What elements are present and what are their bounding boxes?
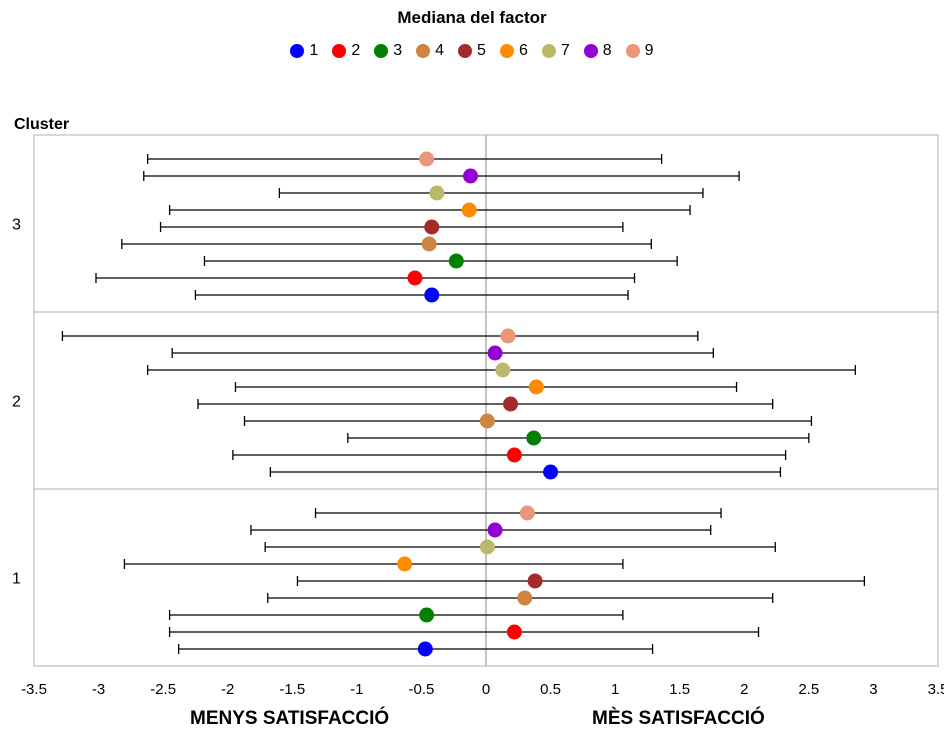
legend-dot-8 [583,44,598,58]
legend-item-8: 8 [583,42,612,60]
median-point-c1-f1 [417,641,433,657]
median-point-c2-f8 [487,345,503,361]
legend-item-5: 5 [458,42,486,60]
x-tick-label: -3 [92,681,105,698]
median-point-c3-f9 [419,151,435,167]
legend-dot-2 [332,44,347,58]
median-point-c3-f6 [461,202,477,218]
x-tick-label: -2 [221,681,234,698]
legend-dot-3 [374,44,389,58]
median-point-c3-f2 [407,270,423,286]
cluster-label-3: 3 [12,217,21,234]
x-tick-label: 3.5 [928,681,944,698]
x-tick-label: 1.5 [669,681,690,698]
legend-label-5: 5 [477,42,486,59]
median-point-c1-f2 [506,624,522,640]
legend-label-7: 7 [560,42,570,59]
median-point-c3-f3 [448,253,464,269]
y-axis-heading: Cluster [14,116,70,133]
legend-label-2: 2 [351,42,361,59]
legend-item-3: 3 [374,42,402,60]
median-point-c1-f5 [527,573,543,589]
median-point-c2-f5 [503,396,519,412]
median-point-c1-f3 [419,607,435,623]
legend-item-6: 6 [499,42,528,60]
legend-label-1: 1 [309,42,319,59]
legend: 1 2 3 4 5 6 7 8 9 [0,42,944,60]
median-point-c2-f2 [506,447,522,463]
legend-dot-9 [625,44,640,58]
legend-label-9: 9 [644,42,654,59]
legend-item-7: 7 [541,42,570,60]
x-tick-label: -0.5 [408,681,434,698]
x-tick-label: 3 [869,681,877,698]
legend-label-8: 8 [602,42,612,59]
median-point-c2-f3 [526,430,542,446]
legend-dot-6 [499,44,514,58]
median-point-c1-f8 [487,522,503,538]
median-point-c2-f7 [495,362,511,378]
legend-dot-1 [290,44,305,58]
x-tick-label: 0.5 [540,681,561,698]
x-tick-label: -1 [350,681,363,698]
x-tick-label: 2.5 [798,681,819,698]
legend-title: Mediana del factor [397,8,547,27]
median-point-c2-f4 [479,413,495,429]
legend-item-9: 9 [625,42,654,60]
x-tick-label: -2.5 [150,681,176,698]
x-tick-label: 1 [611,681,619,698]
x-axis-left-label: MENYS SATISFACCIÓ [190,708,390,729]
median-point-c3-f1 [424,287,440,303]
legend-label-3: 3 [393,42,403,59]
x-tick-label: -1.5 [279,681,305,698]
median-point-c3-f5 [424,219,440,235]
legend-label-6: 6 [518,42,528,59]
median-point-c3-f4 [421,236,437,252]
cluster-label-1: 1 [12,571,21,588]
median-point-c1-f9 [519,505,535,521]
x-axis-right-label: MÈS SATISFACCIÓ [592,708,765,729]
x-tick-label: -3.5 [21,681,47,698]
median-point-c2-f1 [543,464,559,480]
median-point-c2-f9 [500,328,516,344]
median-point-c1-f7 [479,539,495,555]
median-point-c3-f7 [429,185,445,201]
median-point-c2-f6 [528,379,544,395]
x-tick-label: 2 [740,681,748,698]
cluster-label-2: 2 [12,394,21,411]
median-point-c1-f6 [397,556,413,572]
legend-dot-5 [458,44,473,58]
legend-item-2: 2 [332,42,360,60]
legend-item-4: 4 [416,42,444,60]
median-point-c3-f8 [463,168,479,184]
legend-item-1: 1 [290,42,318,60]
median-point-c1-f4 [517,590,533,606]
legend-dot-7 [541,44,556,58]
legend-label-4: 4 [435,42,445,59]
legend-dot-4 [416,44,431,58]
x-tick-label: 0 [482,681,490,698]
